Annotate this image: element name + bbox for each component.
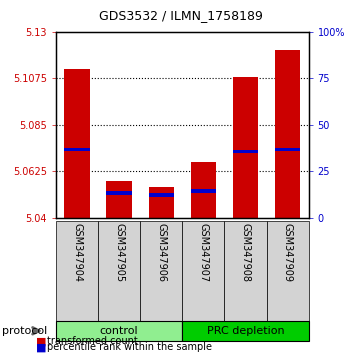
Text: percentile rank within the sample: percentile rank within the sample: [47, 342, 212, 352]
Bar: [149, 187, 174, 218]
Bar: [149, 193, 174, 197]
Bar: [233, 150, 258, 154]
Bar: [275, 148, 300, 152]
Text: GSM347907: GSM347907: [198, 223, 208, 282]
Text: PRC depletion: PRC depletion: [206, 326, 284, 336]
Bar: [191, 162, 216, 218]
Bar: [106, 191, 132, 195]
Text: GSM347908: GSM347908: [240, 223, 251, 282]
Text: GSM347906: GSM347906: [156, 223, 166, 282]
Text: protocol: protocol: [2, 326, 47, 336]
Bar: [106, 181, 132, 218]
Text: GSM347905: GSM347905: [114, 223, 124, 282]
Text: GDS3532 / ILMN_1758189: GDS3532 / ILMN_1758189: [99, 9, 262, 22]
Bar: [191, 189, 216, 193]
Text: control: control: [100, 326, 138, 336]
Bar: [64, 148, 90, 152]
Text: GSM347909: GSM347909: [283, 223, 293, 282]
Bar: [275, 50, 300, 218]
Text: ■: ■: [36, 336, 47, 346]
Text: GSM347904: GSM347904: [72, 223, 82, 282]
Text: ■: ■: [36, 342, 47, 352]
Bar: [233, 77, 258, 218]
Bar: [64, 69, 90, 218]
Text: transformed count: transformed count: [47, 336, 138, 346]
